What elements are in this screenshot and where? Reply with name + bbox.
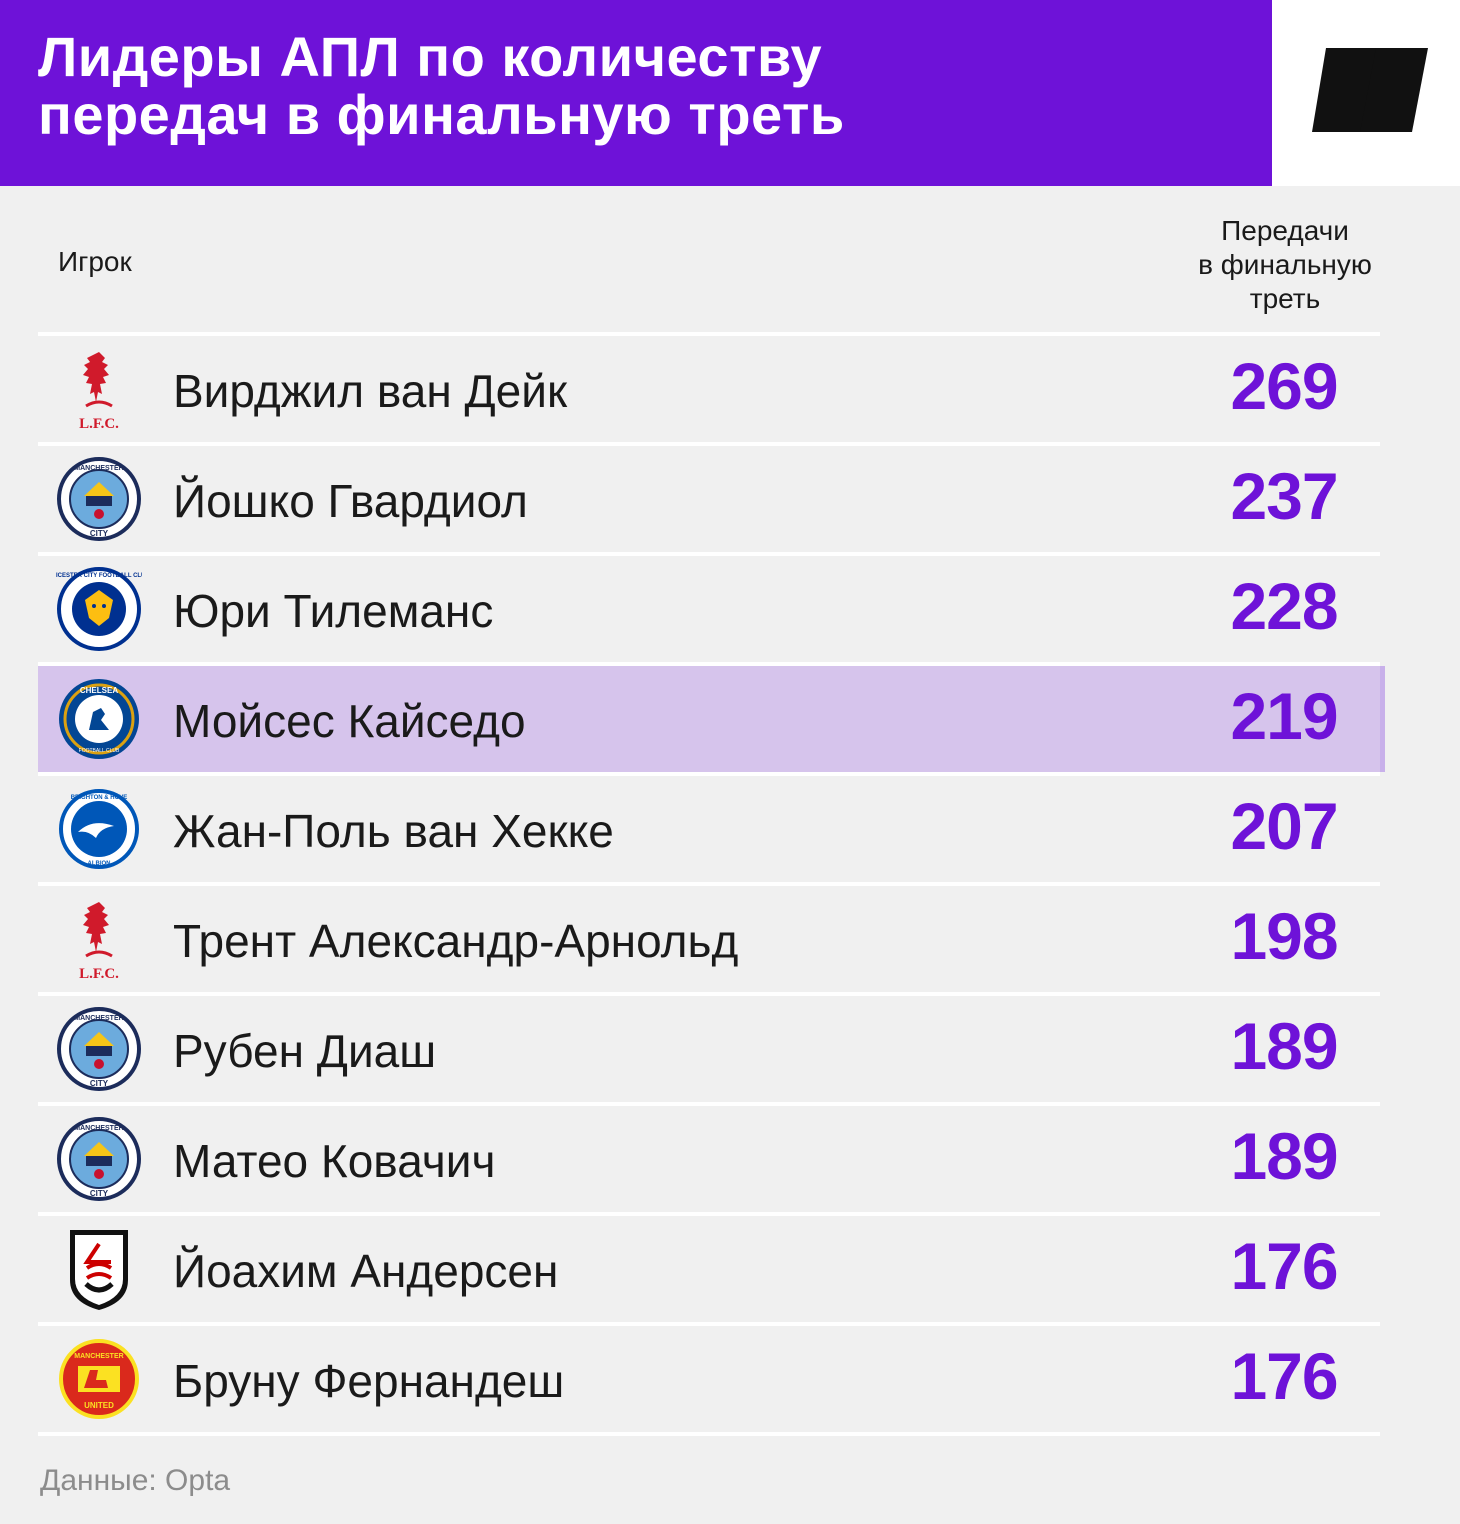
- player-name: Жан-Поль ван Хекке: [173, 805, 614, 857]
- svg-text:CITY: CITY: [90, 529, 109, 538]
- column-header-player: Игрок: [58, 246, 132, 277]
- table-row: MANCHESTER UNITED Бруну Фернандеш 176: [38, 1326, 1380, 1432]
- row-divider: [38, 552, 1380, 556]
- player-name: Вирджил ван Дейк: [173, 365, 568, 417]
- svg-text:BRIGHTON & HOVE: BRIGHTON & HOVE: [71, 795, 128, 801]
- man-united-crest-icon: MANCHESTER UNITED: [56, 1336, 142, 1422]
- row-divider: [38, 992, 1380, 996]
- row-divider: [38, 1102, 1380, 1106]
- row-divider: [38, 662, 1380, 666]
- pass-count: 207: [1230, 789, 1338, 863]
- table-row-highlighted: CHELSEA FOOTBALL CLUB Мойсес Кайседо 219: [38, 666, 1385, 772]
- pass-count: 228: [1230, 569, 1338, 643]
- player-name: Матео Ковачич: [173, 1135, 496, 1187]
- row-divider: [38, 1322, 1380, 1326]
- pass-count: 176: [1230, 1229, 1338, 1303]
- row-divider: [38, 772, 1380, 776]
- row-divider: [38, 332, 1380, 336]
- player-name: Рубен Диаш: [173, 1025, 437, 1077]
- brighton-crest-icon: BRIGHTON & HOVE ALBION: [56, 786, 142, 872]
- pass-count: 219: [1230, 679, 1338, 753]
- table-row: Йоахим Андерсен 176: [38, 1216, 1380, 1322]
- svg-text:CITY: CITY: [90, 1079, 109, 1088]
- pass-count: 189: [1230, 1009, 1338, 1083]
- player-name: Трент Александр-Арнольд: [173, 915, 739, 967]
- table-row: MANCHESTER CITY Рубен Диаш 189: [38, 996, 1380, 1102]
- page-title: Лидеры АПЛ по количеству передач в финал…: [38, 25, 845, 146]
- leicester-crest-icon: LEICESTER CITY FOOTBALL CLUB: [48, 566, 150, 652]
- pass-count: 269: [1230, 349, 1338, 423]
- man-city-crest-icon: MANCHESTER CITY: [56, 456, 142, 542]
- table-row: L.F.C. Трент Александр-Арнольд 198: [38, 886, 1380, 992]
- row-divider: [38, 442, 1380, 446]
- pass-count: 237: [1230, 459, 1338, 533]
- player-name: Йошко Гвардиол: [173, 475, 528, 527]
- player-name: Юри Тилеманс: [173, 585, 494, 637]
- row-divider: [38, 882, 1380, 886]
- svg-text:ALBION: ALBION: [88, 861, 111, 867]
- row-divider: [38, 1432, 1380, 1436]
- pass-count: 176: [1230, 1339, 1338, 1413]
- liverpool-crest-icon: L.F.C.: [56, 346, 142, 432]
- player-name: Бруну Фернандеш: [173, 1355, 565, 1407]
- table-row: MANCHESTER CITY Йошко Гвардиол 237: [38, 446, 1380, 552]
- svg-text:MANCHESTER: MANCHESTER: [74, 1125, 123, 1132]
- svg-text:FOOTBALL CLUB: FOOTBALL CLUB: [79, 748, 120, 754]
- svg-text:CHELSEA: CHELSEA: [80, 686, 118, 695]
- man-city-crest-icon: MANCHESTER CITY: [56, 1116, 142, 1202]
- pass-count: 198: [1230, 899, 1338, 973]
- man-city-crest-icon: MANCHESTER CITY: [56, 1006, 142, 1092]
- brand-logo: [1272, 0, 1460, 186]
- player-name: Мойсес Кайседо: [173, 695, 526, 747]
- svg-text:L.F.C.: L.F.C.: [79, 966, 119, 982]
- svg-text:MANCHESTER: MANCHESTER: [74, 465, 123, 472]
- chelsea-crest-icon: CHELSEA FOOTBALL CLUB: [56, 676, 142, 762]
- table-row: MANCHESTER CITY Матео Ковачич 189: [38, 1106, 1380, 1212]
- row-divider: [38, 1212, 1380, 1216]
- svg-text:CITY: CITY: [90, 1189, 109, 1198]
- source-note: Данные: Opta: [40, 1464, 231, 1497]
- svg-text:MANCHESTER: MANCHESTER: [74, 1353, 123, 1360]
- svg-text:UNITED: UNITED: [84, 1401, 114, 1410]
- table-row: L.F.C. Вирджил ван Дейк 269: [38, 336, 1380, 442]
- liverpool-crest-icon: L.F.C.: [56, 896, 142, 982]
- table-row: BRIGHTON & HOVE ALBION Жан-Поль ван Хекк…: [38, 776, 1380, 882]
- svg-text:LEICESTER CITY FOOTBALL CLUB: LEICESTER CITY FOOTBALL CLUB: [56, 573, 142, 579]
- player-name: Йоахим Андерсен: [173, 1245, 559, 1297]
- pass-count: 189: [1230, 1119, 1338, 1193]
- svg-text:MANCHESTER: MANCHESTER: [74, 1015, 123, 1022]
- column-header-value: Передачи в финальную треть: [1198, 215, 1372, 314]
- fulham-crest-icon: [56, 1226, 142, 1312]
- header-banner: Лидеры АПЛ по количеству передач в финал…: [0, 0, 1272, 186]
- table-row: LEICESTER CITY FOOTBALL CLUB Юри Тилеман…: [38, 556, 1380, 662]
- brand-logo-icon: [1312, 48, 1428, 132]
- svg-text:L.F.C.: L.F.C.: [79, 416, 119, 432]
